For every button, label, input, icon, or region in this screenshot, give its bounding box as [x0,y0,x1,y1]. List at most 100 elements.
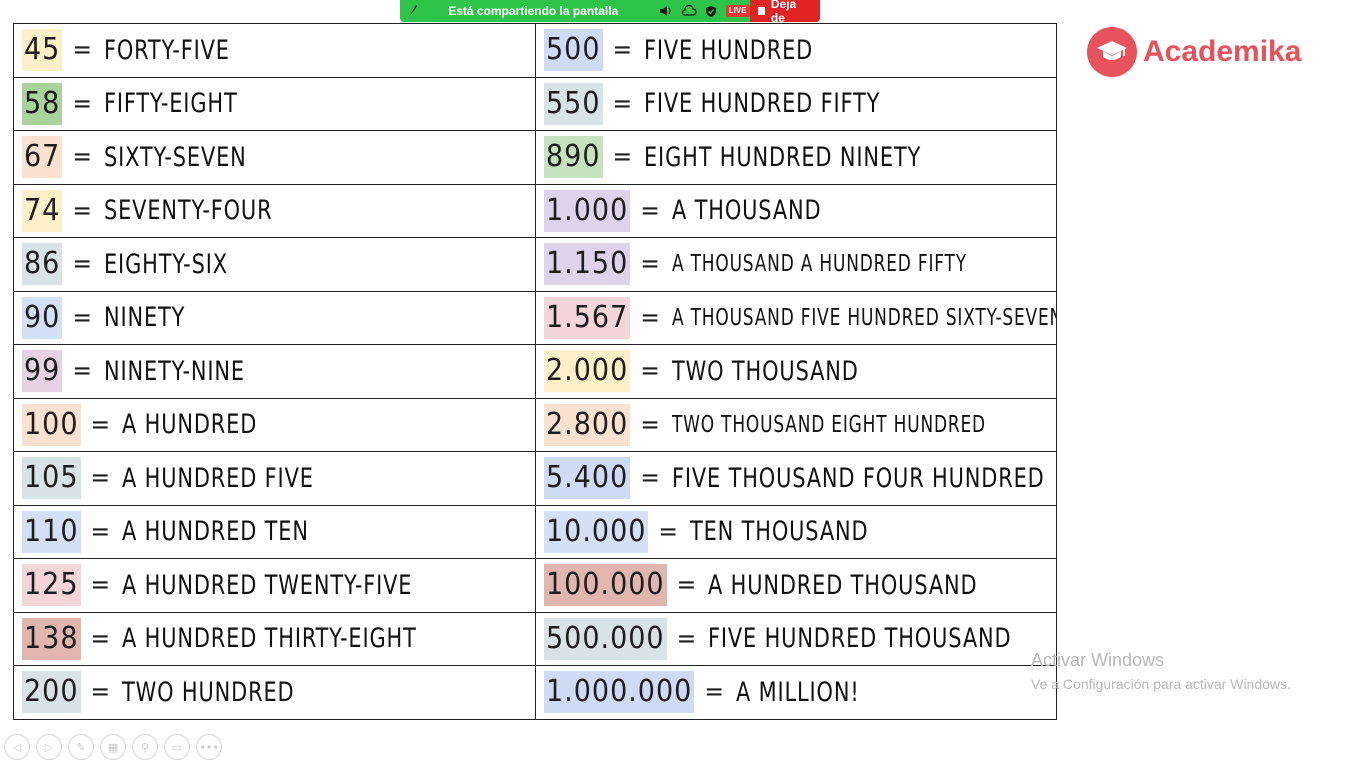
left-cell: 125 = A HUNDRED TWENTY-FIVE [13,558,536,613]
keyboard-icon[interactable]: ▭ [164,734,190,760]
number-word: A HUNDRED [122,409,258,441]
speaker-icon[interactable] [658,4,675,18]
academika-logo: Academika [1087,27,1301,77]
table-row: 99 = NINETY-NINE 2.000 = TWO THOUSAND [13,344,1057,399]
equals-sign: = [72,249,92,280]
number-value: 5.400 [544,457,631,500]
stop-sharing-label: Deja de [770,0,797,25]
left-cell: 74 = SEVENTY-FOUR [13,183,536,238]
table-row: 86 = EIGHTY-SIX 1.150 = A THOUSAND A HUNDRED … [13,237,1057,292]
equals-sign: = [612,142,633,173]
number-value: 100.000 [544,564,667,607]
equals-sign: = [90,516,111,547]
table-row: 74 = SEVENTY-FOUR 1.000 = A THOUSAND [13,183,1057,238]
number-word: TEN THOUSAND [690,516,869,548]
number-value: 138 [22,617,81,660]
number-word: A THOUSAND A HUNDRED FIFTY [671,251,967,278]
right-cell: 10.000 = TEN THOUSAND [535,504,1057,559]
number-word: A HUNDRED TWENTY-FIVE [122,569,413,601]
left-cell: 110 = A HUNDRED TEN [13,504,536,559]
equals-sign: = [72,356,92,387]
equals-sign: = [90,409,111,440]
number-word: TWO HUNDRED [122,676,295,708]
right-cell: 500 = FIVE HUNDRED [535,23,1057,78]
number-word: FIVE THOUSAND FOUR HUNDRED [671,462,1045,494]
number-word: NINETY-NINE [103,355,245,387]
right-cell: 5.400 = FIVE THOUSAND FOUR HUNDRED [535,451,1057,506]
equals-sign: = [72,35,92,66]
left-cell: 100 = A HUNDRED [13,397,536,452]
number-value: 86 [22,243,63,286]
right-cell: 500.000 = FIVE HUNDRED THOUSAND [535,611,1057,666]
number-word: A HUNDRED TEN [122,516,309,548]
number-value: 125 [22,564,81,607]
number-value: 74 [22,189,63,232]
equals-sign: = [704,677,724,708]
stop-sharing-button[interactable]: Deja de [749,0,820,25]
number-value: 58 [22,82,63,125]
forward-icon[interactable]: ▷ [36,734,62,760]
left-cell: 45 = FORTY-FIVE [13,23,536,78]
table-row: 200 = TWO HUNDRED 1.000.000 = A MILLION! [13,665,1057,720]
equals-sign: = [90,677,111,708]
number-value: 500 [544,29,603,72]
number-word: FIVE HUNDRED [644,34,814,66]
number-value: 200 [22,671,81,714]
logo-text: Academika [1143,35,1302,68]
equals-sign: = [612,35,633,66]
number-value: 110 [22,510,81,553]
zoom-icon[interactable]: ⚲ [132,734,158,760]
right-cell: 2.000 = TWO THOUSAND [535,344,1057,399]
equals-sign: = [72,195,92,226]
number-word: A HUNDRED FIVE [122,462,314,494]
number-word: EIGHT HUNDRED NINETY [644,141,922,173]
equals-sign: = [90,623,111,654]
stop-icon [757,7,765,15]
equals-sign: = [90,463,111,494]
number-value: 1.567 [544,296,631,339]
left-cell: 105 = A HUNDRED FIVE [13,451,536,506]
back-icon[interactable]: ◁ [4,734,30,760]
equals-sign: = [612,88,633,119]
left-cell: 138 = A HUNDRED THIRTY-EIGHT [13,611,536,666]
shield-icon[interactable] [703,4,720,18]
left-cell: 99 = NINETY-NINE [13,344,536,399]
equals-sign: = [640,195,660,226]
number-word: FIFTY-EIGHT [103,88,238,120]
right-cell: 890 = EIGHT HUNDRED NINETY [535,130,1057,185]
equals-sign: = [72,142,92,173]
right-cell: 550 = FIVE HUNDRED FIFTY [535,76,1057,131]
more-icon[interactable]: ••• [196,734,222,760]
number-value: 100 [22,403,81,446]
number-word: FIVE HUNDRED THOUSAND [708,623,1012,655]
number-value: 1.150 [544,243,631,286]
number-word: A HUNDRED THOUSAND [708,569,978,601]
number-value: 2.800 [544,403,631,446]
pin-icon[interactable] [402,4,424,19]
left-cell: 86 = EIGHTY-SIX [13,237,536,292]
equals-sign: = [640,356,660,387]
number-value: 99 [22,350,63,393]
equals-sign: = [640,463,660,494]
watermark-subtitle: Ve a Configuración para activar Windows. [1031,676,1291,692]
number-word: EIGHTY-SIX [103,248,228,280]
number-value: 2.000 [544,350,631,393]
pages-icon[interactable]: ▦ [100,734,126,760]
number-word: A THOUSAND [671,195,822,227]
windows-activation-watermark: Activar Windows Ve a Configuración para … [1031,650,1291,692]
number-word: FIVE HUNDRED FIFTY [644,88,881,120]
number-word: TWO THOUSAND [671,355,859,387]
cloud-icon[interactable] [680,4,697,18]
number-value: 1.000 [544,189,631,232]
table-row: 67 = SIXTY-SEVEN 890 = EIGHT HUNDRED NINETY [13,130,1057,185]
pen-icon[interactable]: ✎ [68,734,94,760]
right-cell: 2.800 = TWO THOUSAND EIGHT HUNDRED [535,397,1057,452]
equals-sign: = [676,570,697,601]
number-word: SIXTY-SEVEN [103,141,247,173]
right-cell: 100.000 = A HUNDRED THOUSAND [535,558,1057,613]
equals-sign: = [640,249,660,280]
equals-sign: = [640,409,660,440]
number-value: 45 [22,29,63,72]
number-word: NINETY [103,302,186,334]
number-value: 550 [544,82,603,125]
